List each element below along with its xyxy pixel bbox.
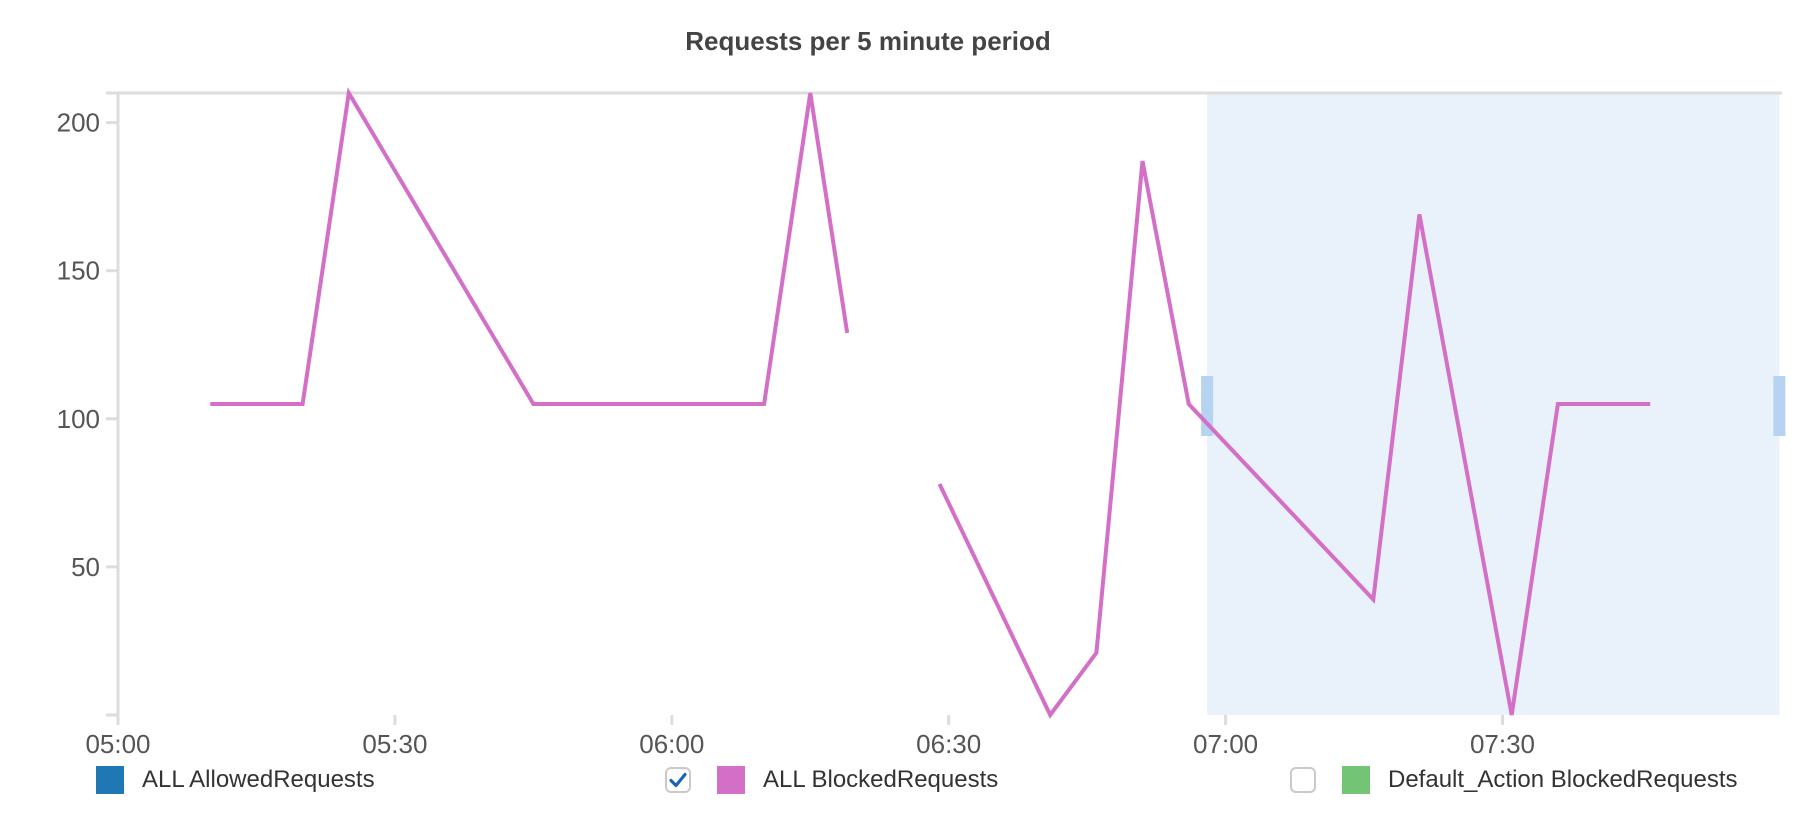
legend-label-allowed: ALL AllowedRequests <box>142 766 375 793</box>
chart-title: Requests per 5 minute period <box>685 26 1051 56</box>
legend-swatch-blocked <box>717 766 745 794</box>
legend-item-all-blocked-requests[interactable]: ALL BlockedRequests <box>665 760 998 800</box>
y-tick-label: 150 <box>57 256 100 286</box>
series-line-blocked-segment-1 <box>210 87 850 406</box>
y-tick-label: 100 <box>57 404 100 434</box>
x-tick-label: 05:00 <box>85 729 150 759</box>
x-tick-label: 05:30 <box>362 729 427 759</box>
chart-legend: ALL AllowedRequests ALL BlockedRequests … <box>0 760 1809 810</box>
series-line-blocked-segment-2 <box>937 160 1651 719</box>
x-tick-label: 07:30 <box>1470 729 1535 759</box>
legend-swatch-default-action <box>1342 766 1370 794</box>
legend-swatch-allowed <box>96 766 124 794</box>
checkmark-icon <box>669 772 687 788</box>
y-tick-label: 50 <box>71 552 100 582</box>
series-lines <box>210 87 1651 719</box>
x-tick-label: 06:00 <box>639 729 704 759</box>
y-axis-ticks: 50 100 150 200 <box>57 108 118 717</box>
x-tick-label: 06:30 <box>916 729 981 759</box>
x-tick-label: 07:00 <box>1193 729 1258 759</box>
legend-checkbox-default-action[interactable] <box>1290 767 1316 793</box>
requests-line-chart: Requests per 5 minute period 50 100 150 200… <box>57 26 1786 759</box>
legend-label-default-action: Default_Action BlockedRequests <box>1388 766 1738 793</box>
legend-item-default-action-blocked-requests[interactable]: Default_Action BlockedRequests <box>1290 760 1738 800</box>
legend-checkbox-blocked[interactable] <box>665 767 691 793</box>
legend-label-blocked: ALL BlockedRequests <box>763 766 999 793</box>
y-tick-label: 200 <box>57 108 100 138</box>
x-axis-ticks: 05:00 05:30 06:00 06:30 07:00 07:30 <box>85 715 1535 759</box>
range-handle-right[interactable] <box>1773 376 1786 436</box>
legend-item-all-allowed-requests[interactable]: ALL AllowedRequests <box>96 760 375 800</box>
